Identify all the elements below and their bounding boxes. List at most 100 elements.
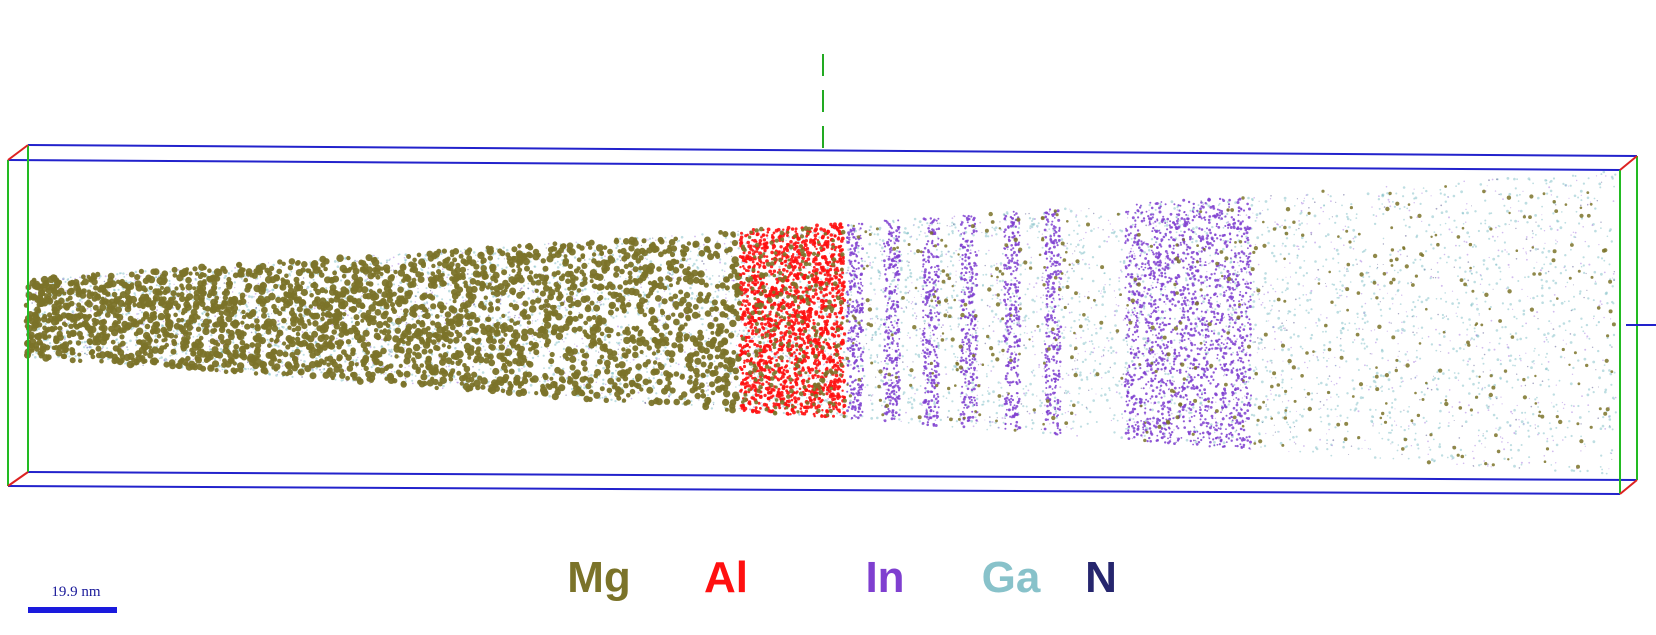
atom [1522, 423, 1525, 426]
atom [1119, 260, 1122, 263]
atom [1131, 309, 1134, 311]
atom [373, 346, 376, 349]
atom [1475, 375, 1478, 378]
atom [1408, 225, 1411, 229]
atom [437, 266, 440, 269]
atom [115, 338, 118, 342]
atom [724, 368, 727, 372]
atom [1275, 260, 1278, 263]
atom [1484, 219, 1487, 222]
atom [1443, 246, 1446, 249]
atom [1133, 282, 1136, 285]
atom [549, 333, 552, 336]
atom [1164, 225, 1166, 227]
atom [1312, 450, 1315, 453]
atom [1507, 441, 1509, 444]
atom [1024, 394, 1027, 397]
atom [1337, 296, 1340, 299]
atom [1282, 324, 1285, 327]
atom [1161, 339, 1164, 342]
atom [1407, 457, 1410, 460]
atom [1586, 469, 1589, 473]
atom [1345, 267, 1349, 271]
atom [1534, 214, 1537, 217]
atom [616, 245, 619, 248]
atom [880, 289, 883, 292]
atom [1319, 416, 1322, 419]
atom [935, 248, 938, 251]
atom [807, 332, 810, 335]
atom [1458, 347, 1462, 350]
atom [881, 253, 884, 256]
atom [1226, 212, 1229, 216]
atom [359, 309, 362, 313]
atom [840, 332, 842, 335]
atom [1037, 222, 1040, 225]
atom [1164, 310, 1167, 313]
atom [1513, 408, 1516, 412]
atom [1399, 269, 1402, 272]
atom [449, 381, 452, 384]
atom [1582, 330, 1585, 333]
atom [1017, 226, 1021, 230]
atom [798, 413, 801, 416]
atom [440, 314, 443, 317]
atom [847, 248, 850, 251]
atom [1307, 311, 1310, 314]
atom [1549, 181, 1551, 183]
atom [906, 349, 908, 351]
atom [1318, 245, 1321, 249]
atom [1534, 347, 1536, 350]
atom [1457, 372, 1460, 375]
atom [1577, 359, 1580, 362]
atom [878, 344, 882, 348]
atom [1444, 292, 1446, 294]
atom [1501, 302, 1504, 305]
atom [1372, 423, 1375, 425]
atom [1597, 321, 1600, 324]
atom [1598, 182, 1602, 186]
atom [1096, 264, 1098, 267]
atom [1477, 435, 1480, 437]
atom [1568, 320, 1571, 323]
atom [864, 260, 866, 263]
atom [1280, 328, 1283, 332]
atom [565, 293, 569, 296]
atom [822, 232, 824, 234]
atom [953, 364, 957, 368]
atom [699, 246, 701, 248]
atom [1514, 364, 1516, 367]
atom [1155, 240, 1158, 244]
atom [1548, 422, 1551, 424]
atom [306, 285, 310, 289]
atom [904, 285, 908, 289]
atom [1108, 387, 1111, 390]
atom [825, 312, 828, 316]
atom [1322, 204, 1326, 207]
atom [1391, 297, 1394, 300]
atom [1468, 235, 1471, 238]
atom [1022, 405, 1025, 408]
atom [198, 333, 201, 336]
atom [1548, 186, 1551, 189]
atom [1152, 222, 1155, 225]
atom [861, 259, 864, 263]
atom [607, 298, 610, 300]
atom [1379, 308, 1382, 311]
atom [1544, 272, 1548, 275]
atom [478, 368, 481, 371]
atom [1289, 426, 1292, 429]
atom [1349, 246, 1352, 249]
atom [1546, 440, 1549, 443]
atom [618, 344, 621, 346]
atom [1580, 326, 1583, 329]
atom [1374, 409, 1377, 411]
atom [1545, 367, 1548, 371]
atom [1143, 347, 1146, 349]
atom [666, 357, 670, 361]
atom [1537, 327, 1540, 330]
atom [303, 360, 306, 363]
atom [805, 267, 807, 269]
atom [595, 381, 597, 383]
atom [1234, 430, 1237, 433]
